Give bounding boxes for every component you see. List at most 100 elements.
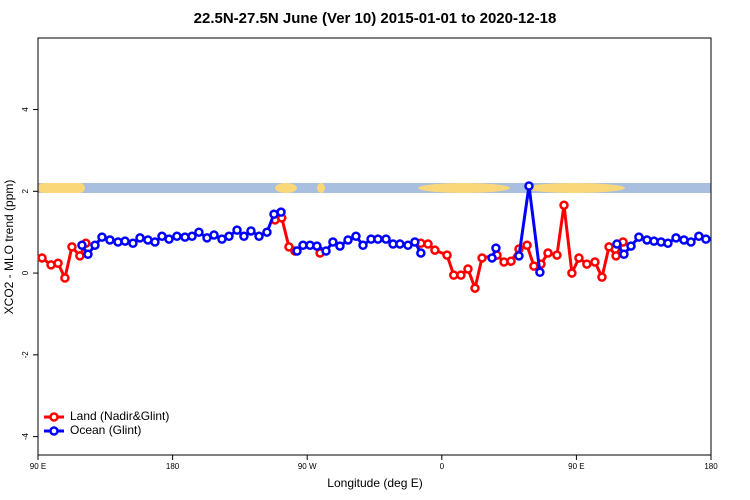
point — [463, 264, 473, 274]
legend-marker — [49, 426, 59, 436]
x-tick-label: 90 E — [568, 462, 584, 471]
point — [135, 233, 145, 243]
point — [105, 235, 115, 245]
point — [487, 253, 497, 263]
y-tick-label: 0 — [21, 270, 30, 275]
point — [60, 273, 70, 283]
point — [224, 231, 234, 242]
point — [416, 248, 426, 258]
plot-frame — [37, 37, 712, 456]
x-tick-label: 180 — [704, 462, 718, 471]
legend-label: Ocean (Glint) — [70, 423, 141, 437]
point — [381, 234, 391, 244]
y-tick-label: 2 — [21, 189, 30, 194]
point — [506, 256, 516, 266]
point — [351, 231, 361, 242]
point — [559, 200, 569, 210]
strip-ocean — [38, 183, 711, 193]
point — [128, 238, 138, 248]
point — [262, 227, 272, 237]
point — [442, 250, 452, 260]
y-tick-label: -4 — [21, 433, 30, 441]
point — [663, 238, 673, 248]
point — [246, 226, 256, 236]
point — [77, 240, 87, 251]
legend-label: Land (Nadir&Glint) — [70, 409, 169, 423]
point — [430, 245, 440, 255]
point — [671, 233, 681, 243]
point — [597, 272, 607, 282]
point — [53, 258, 63, 269]
point — [75, 251, 85, 261]
point — [567, 268, 577, 278]
point — [292, 246, 302, 256]
point — [634, 232, 644, 242]
point — [626, 241, 636, 251]
point — [37, 253, 47, 263]
point — [97, 232, 107, 242]
point — [312, 241, 322, 251]
point — [395, 239, 405, 249]
point — [491, 243, 501, 253]
y-axis-label: XCO2 - MLO trend (ppm) — [2, 180, 16, 315]
strip-land — [38, 183, 85, 193]
strip-land — [418, 183, 510, 193]
point — [335, 241, 345, 251]
point — [172, 231, 182, 242]
point — [343, 235, 353, 245]
point — [619, 249, 629, 260]
point — [543, 248, 553, 258]
point — [514, 251, 524, 261]
point — [582, 259, 592, 269]
point — [90, 240, 100, 251]
point — [232, 225, 242, 235]
chart-title: 22.5N-27.5N June (Ver 10) 2015-01-01 to … — [194, 10, 557, 27]
point — [423, 239, 433, 249]
point — [164, 234, 174, 244]
strip-land — [317, 183, 325, 193]
series-line — [80, 185, 707, 273]
point — [611, 251, 621, 261]
point — [456, 270, 466, 280]
point — [470, 283, 480, 293]
x-tick-label: 90 E — [30, 462, 46, 471]
point — [187, 231, 197, 242]
point — [373, 234, 383, 244]
x-tick-label: 0 — [440, 462, 445, 471]
point — [276, 207, 286, 217]
point — [686, 237, 696, 247]
point — [410, 237, 420, 247]
point — [358, 240, 368, 251]
point — [284, 242, 294, 252]
point — [328, 237, 338, 247]
point — [524, 181, 534, 191]
strip-land — [275, 183, 297, 193]
point — [254, 231, 264, 242]
point — [67, 242, 77, 252]
point — [552, 250, 562, 260]
point — [522, 240, 532, 251]
point — [321, 246, 331, 256]
point — [194, 227, 204, 237]
point — [150, 237, 160, 247]
x-axis-label: Longitude (deg E) — [327, 476, 422, 490]
point — [574, 253, 584, 263]
map-strip — [38, 183, 711, 193]
point — [535, 267, 545, 278]
legend-marker — [49, 412, 59, 422]
point — [120, 236, 130, 246]
point — [604, 242, 614, 252]
point — [612, 239, 622, 249]
point — [590, 257, 600, 267]
point — [209, 230, 219, 240]
y-tick-label: -2 — [21, 351, 30, 359]
point — [239, 231, 249, 242]
point — [701, 234, 711, 244]
x-tick-label: 90 W — [298, 462, 317, 471]
point — [477, 253, 487, 263]
y-tick-label: 4 — [21, 107, 30, 112]
x-tick-label: 180 — [166, 462, 180, 471]
point — [83, 249, 93, 260]
strip-land — [525, 183, 625, 193]
